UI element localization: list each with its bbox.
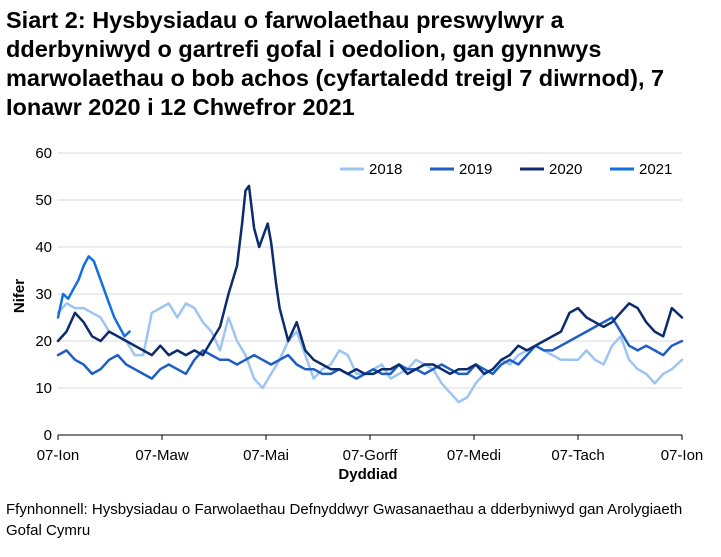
x-axis-title: Dyddiad [338, 466, 397, 483]
y-tick-label: 10 [35, 380, 52, 397]
y-tick-label: 0 [44, 427, 52, 444]
x-tick-label: 07-Gorff [343, 447, 399, 464]
y-tick-label: 40 [35, 239, 52, 256]
y-tick-label: 60 [35, 145, 52, 162]
legend-label-2020: 2020 [549, 161, 582, 178]
legend-label-2018: 2018 [369, 161, 402, 178]
x-tick-label: 07-Maw [135, 447, 189, 464]
series-line-2020 [56, 184, 684, 376]
source-note: Ffynhonnell: Hysbysiadau o Farwolaethau … [6, 501, 683, 539]
x-tick-label: 07-Medi [447, 447, 501, 464]
chart-title: Siart 2: Hysbysiadau o farwolaethau pres… [6, 7, 665, 120]
y-tick-label: 50 [35, 192, 52, 209]
series-line-2019 [56, 316, 684, 380]
legend-label-2019: 2019 [459, 161, 492, 178]
y-tick-label: 20 [35, 333, 52, 350]
axes: 0 10 20 30 40 50 60 07-Ion 07-Maw 07-Mai 07-Gorff 0… [35, 145, 703, 464]
gridlines [58, 152, 682, 389]
y-axis-title: Nifer [11, 279, 28, 313]
series-line-2021 [56, 255, 131, 338]
y-tick-label: 30 [35, 286, 52, 303]
x-tick-label: 07-Tach [551, 447, 604, 464]
x-tick-label: 07-Ion [661, 447, 704, 464]
series-lines [56, 184, 684, 404]
legend-label-2021: 2021 [639, 161, 672, 178]
legend: 2018 2019 2020 2021 [340, 161, 672, 178]
x-tick-label: 07-Ion [37, 447, 80, 464]
x-tick-label: 07-Mai [243, 447, 289, 464]
